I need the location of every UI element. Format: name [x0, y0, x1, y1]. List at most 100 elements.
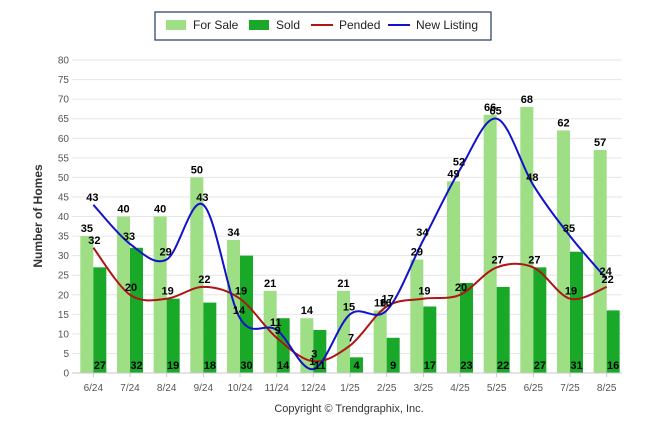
bar-sold	[240, 255, 253, 373]
y-tick-label: 60	[58, 134, 70, 145]
bar-for-sale	[117, 216, 130, 373]
data-label-pended: 19	[235, 286, 247, 298]
data-label-sold: 27	[94, 360, 106, 372]
x-tick-label: 7/25	[560, 383, 580, 394]
bar-sold	[423, 306, 437, 373]
bar-sold	[570, 251, 583, 373]
data-label-sold: 14	[277, 360, 290, 372]
data-label-for-sale: 16	[374, 297, 386, 309]
x-tick-label: 4/25	[450, 383, 470, 394]
data-label-pended: 20	[455, 282, 467, 294]
bar-sold	[93, 267, 107, 373]
data-label-pended: 32	[88, 235, 100, 247]
data-label-new-listing: 29	[160, 247, 172, 259]
series-lines	[92, 117, 608, 371]
data-label-sold: 17	[424, 360, 436, 372]
bar-for-sale	[153, 216, 167, 373]
data-label-new-listing: 1	[309, 356, 315, 368]
y-tick-label: 70	[58, 95, 70, 106]
x-tick-label: 2/25	[377, 383, 397, 394]
data-label-pended: 20	[125, 282, 137, 294]
bar-for-sale	[190, 177, 204, 373]
data-label-sold: 31	[570, 360, 582, 372]
data-label-for-sale: 35	[81, 223, 93, 235]
data-label-sold: 4	[353, 360, 360, 372]
data-label-pended: 27	[528, 254, 540, 266]
bars	[80, 106, 620, 374]
y-tick-label: 35	[58, 232, 70, 243]
y-tick-label: 30	[58, 251, 70, 262]
legend: For Sale Sold Pended New Listing	[154, 11, 492, 41]
x-tick-label: 11/24	[265, 383, 290, 394]
legend-swatch-for-sale	[166, 20, 186, 30]
y-tick-label: 0	[63, 369, 69, 380]
data-label-for-sale: 62	[557, 117, 569, 129]
data-label-for-sale: 21	[337, 278, 349, 290]
legend-item-sold[interactable]: Sold	[249, 18, 300, 32]
data-label-new-listing: 43	[86, 192, 98, 204]
x-tick-label: 12/24	[301, 383, 326, 394]
bar-for-sale	[483, 114, 497, 374]
y-tick-label: 5	[63, 349, 69, 360]
bar-sold	[130, 247, 143, 373]
data-label-for-sale: 40	[117, 204, 129, 216]
data-label-pended: 19	[418, 286, 430, 298]
data-label-new-listing: 11	[270, 317, 282, 329]
y-tick-label: 80	[58, 56, 70, 67]
data-label-pended: 17	[382, 293, 394, 305]
data-label-for-sale: 40	[154, 204, 166, 216]
data-label-pended: 7	[348, 333, 354, 345]
bar-sold	[203, 302, 217, 373]
data-label-new-listing: 43	[196, 192, 208, 204]
legend-item-new-listing[interactable]: New Listing	[388, 18, 478, 32]
legend-label-for-sale: For Sale	[193, 18, 239, 32]
y-tick-label: 10	[58, 329, 70, 340]
data-label-sold: 32	[130, 360, 142, 372]
line-new-listing	[92, 117, 608, 371]
data-label-for-sale: 49	[447, 168, 459, 180]
data-label-sold: 27	[534, 360, 546, 372]
bar-sold	[386, 337, 400, 373]
data-label-sold: 22	[497, 360, 509, 372]
legend-item-pended[interactable]: Pended	[311, 18, 380, 32]
data-label-sold: 23	[460, 360, 472, 372]
bar-sold	[166, 298, 180, 373]
x-tick-label: 9/24	[194, 383, 214, 394]
data-labels: 3527324340322033401919295018224334301914…	[81, 94, 620, 372]
data-label-sold: 11	[314, 360, 326, 372]
bar-for-sale	[447, 181, 460, 373]
data-label-pended: 19	[162, 286, 174, 298]
bar-sold	[606, 310, 620, 373]
bar-sold	[533, 267, 547, 373]
data-label-pended: 22	[602, 274, 614, 286]
y-tick-label: 75	[58, 75, 70, 86]
y-tick-label: 45	[58, 192, 70, 203]
data-label-new-listing: 34	[416, 227, 429, 239]
bar-for-sale	[227, 239, 240, 373]
data-label-new-listing: 33	[123, 231, 135, 243]
data-label-new-listing: 16	[380, 297, 392, 309]
data-label-pended: 3	[311, 348, 317, 360]
x-tick-label: 5/25	[487, 383, 507, 394]
y-tick-label: 25	[58, 271, 70, 282]
bar-for-sale	[80, 236, 94, 373]
data-label-for-sale: 57	[594, 137, 606, 149]
x-tick-label: 8/25	[597, 383, 617, 394]
legend-item-for-sale[interactable]: For Sale	[166, 18, 239, 32]
data-label-sold: 30	[240, 360, 252, 372]
data-label-for-sale: 66	[484, 102, 496, 114]
bar-for-sale	[557, 130, 570, 373]
data-label-for-sale: 50	[191, 164, 203, 176]
bar-sold	[496, 286, 510, 373]
bar-for-sale	[373, 310, 387, 373]
data-label-sold: 18	[204, 360, 216, 372]
x-tick-label: 7/24	[120, 383, 140, 394]
data-label-new-listing: 14	[233, 305, 246, 317]
y-tick-label: 20	[58, 290, 70, 301]
data-label-new-listing: 35	[563, 223, 575, 235]
y-axis-ticks: 0 5 10 15 20 25 30 35 40 45 50 55 60 65 70 75 80	[58, 56, 70, 380]
bar-for-sale	[593, 149, 607, 373]
data-label-for-sale: 29	[411, 247, 423, 259]
data-label-sold: 16	[607, 360, 619, 372]
